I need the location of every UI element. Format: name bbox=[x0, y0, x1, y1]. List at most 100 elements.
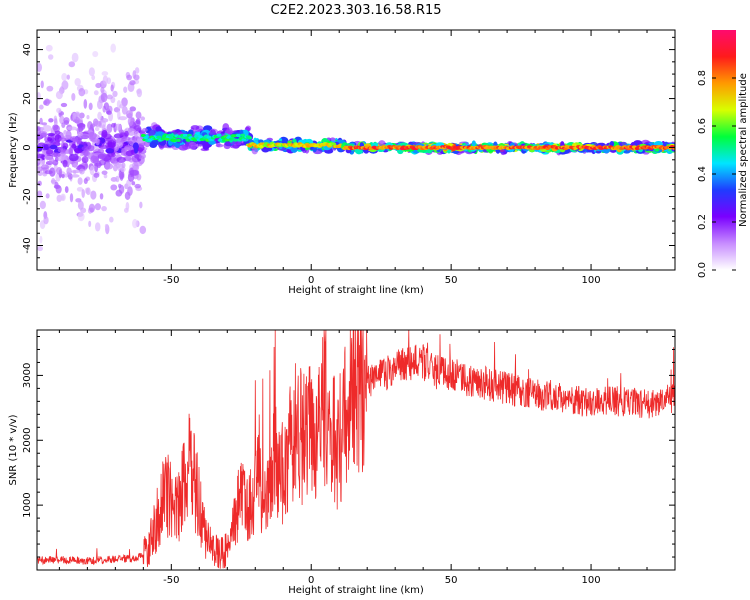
heat-cell bbox=[89, 165, 95, 176]
heat-cell bbox=[79, 168, 85, 175]
heat-cell bbox=[48, 118, 54, 123]
heat-cell bbox=[92, 50, 99, 58]
heat-core-cell bbox=[175, 138, 181, 142]
heat-cell bbox=[181, 144, 192, 150]
y-tick-label: 40 bbox=[22, 43, 33, 56]
heat-cell bbox=[378, 140, 386, 147]
heat-core-cell bbox=[182, 133, 188, 137]
heat-cell bbox=[137, 152, 146, 160]
heat-cell bbox=[37, 245, 44, 252]
spectrogram-y-label: Frequency (Hz) bbox=[8, 112, 19, 188]
heat-core-cell bbox=[247, 136, 253, 140]
heat-cell bbox=[58, 137, 67, 142]
heat-cell bbox=[97, 148, 105, 154]
heat-cell bbox=[76, 186, 84, 192]
heat-cell bbox=[81, 189, 85, 198]
heat-core-cell bbox=[185, 138, 191, 142]
heat-cell bbox=[61, 122, 66, 128]
heat-cell bbox=[74, 147, 83, 154]
heat-cell bbox=[93, 172, 100, 178]
heat-cell bbox=[80, 207, 87, 214]
heat-cell bbox=[129, 80, 136, 86]
snr-x-ticks: -50 0 50 100 bbox=[58, 330, 676, 586]
heat-cell bbox=[127, 128, 136, 136]
heat-cell bbox=[61, 73, 68, 82]
heat-cell bbox=[93, 120, 102, 127]
heat-cell bbox=[38, 104, 44, 110]
heat-cell bbox=[110, 184, 118, 191]
heat-cell bbox=[118, 183, 122, 189]
heat-cell bbox=[47, 132, 55, 137]
heat-cell bbox=[106, 123, 113, 133]
heat-cell bbox=[131, 181, 136, 186]
heat-cell bbox=[66, 167, 72, 175]
heat-cell bbox=[81, 146, 89, 151]
heat-cell bbox=[110, 43, 116, 53]
heat-cell bbox=[88, 203, 96, 213]
heat-cell bbox=[43, 216, 49, 225]
heat-cell bbox=[124, 130, 129, 137]
heat-cell bbox=[37, 190, 43, 198]
heat-cell bbox=[471, 140, 476, 147]
heat-cell bbox=[121, 106, 128, 115]
heat-cell bbox=[45, 193, 50, 199]
heat-cell bbox=[106, 94, 113, 100]
heat-cell bbox=[70, 169, 81, 174]
heat-core-cell bbox=[171, 138, 177, 143]
heat-cell bbox=[77, 212, 85, 222]
heat-core-cell bbox=[140, 133, 146, 138]
heat-core-cell bbox=[143, 136, 149, 140]
heat-cell bbox=[129, 106, 137, 112]
heat-cell bbox=[42, 124, 52, 132]
colorbar-tick-label: 0.2 bbox=[697, 214, 708, 230]
heat-cell bbox=[149, 141, 158, 148]
colorbar-ticks: 0.0 0.2 0.4 0.6 0.8 bbox=[697, 70, 736, 278]
heat-cell bbox=[142, 127, 148, 132]
heat-cell bbox=[56, 107, 62, 114]
heat-cell bbox=[71, 92, 76, 101]
heat-cell bbox=[79, 133, 90, 139]
heat-cell bbox=[52, 152, 61, 158]
heat-cell bbox=[41, 122, 48, 126]
heat-cell bbox=[101, 129, 108, 138]
heat-cell bbox=[59, 115, 65, 125]
heat-cell bbox=[60, 102, 68, 108]
heat-cell bbox=[115, 123, 122, 131]
y-tick-label: 1000 bbox=[22, 492, 33, 517]
heat-cell bbox=[77, 177, 83, 185]
heat-cell bbox=[139, 201, 143, 209]
colorbar-tick-label: 0.4 bbox=[697, 166, 708, 182]
heat-cell bbox=[40, 80, 44, 89]
x-tick-label: -50 bbox=[163, 575, 179, 586]
heat-cell bbox=[48, 54, 54, 60]
heat-cell bbox=[104, 223, 109, 229]
heat-cell bbox=[127, 116, 134, 127]
heat-cell bbox=[107, 152, 116, 158]
heat-cell bbox=[94, 222, 101, 232]
heat-core-cell bbox=[216, 133, 222, 137]
heat-core-cell bbox=[164, 137, 170, 141]
heat-cell bbox=[83, 177, 88, 185]
heat-cell bbox=[127, 186, 133, 196]
heat-cell bbox=[62, 159, 68, 168]
heat-cell bbox=[609, 141, 615, 147]
heat-cell bbox=[38, 130, 48, 138]
snr-frame bbox=[36, 329, 676, 571]
heat-cell bbox=[57, 148, 67, 153]
spectrogram-frame bbox=[36, 29, 676, 271]
heat-cell bbox=[41, 144, 49, 151]
heat-core-cell bbox=[240, 133, 246, 137]
heat-cell bbox=[110, 84, 114, 92]
heat-cell bbox=[107, 141, 116, 149]
heat-cell bbox=[71, 52, 79, 63]
heat-cell bbox=[79, 112, 85, 119]
heat-cell bbox=[47, 137, 52, 142]
snr-plot-area bbox=[37, 330, 675, 569]
y-tick-label: -20 bbox=[22, 188, 33, 204]
heat-cell bbox=[102, 75, 108, 85]
heat-cell bbox=[95, 138, 100, 146]
heat-core-cell bbox=[235, 133, 241, 137]
heat-cell bbox=[86, 114, 90, 120]
heat-cell bbox=[49, 144, 58, 150]
